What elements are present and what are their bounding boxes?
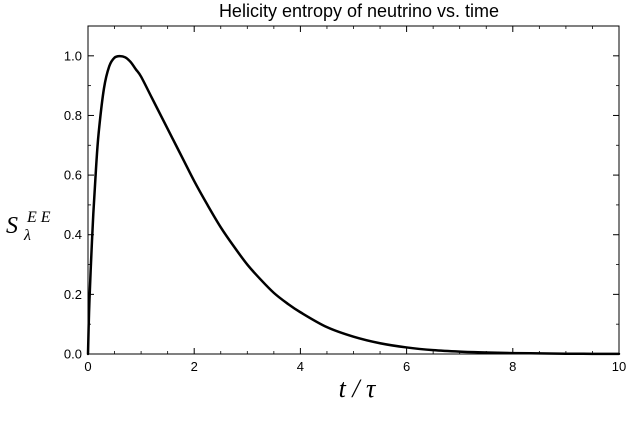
chart-title: Helicity entropy of neutrino vs. time xyxy=(219,1,499,21)
y-tick-label: 0.6 xyxy=(64,168,82,183)
x-tick-label: 0 xyxy=(84,359,91,374)
x-tick-label: 10 xyxy=(612,359,626,374)
x-tick-label: 2 xyxy=(191,359,198,374)
y-axis-label-base: S xyxy=(6,213,18,239)
y-tick-label: 1.0 xyxy=(64,48,82,63)
x-tick-label: 4 xyxy=(297,359,304,374)
y-axis-ticks: 0.0 0.2 0.4 0.6 0.8 1.0 xyxy=(64,48,619,362)
y-tick-label: 0.0 xyxy=(64,347,82,362)
y-axis-label-subscript: λ xyxy=(23,227,31,244)
y-tick-label: 0.4 xyxy=(64,227,82,242)
y-tick-label: 0.8 xyxy=(64,108,82,123)
x-tick-label: 6 xyxy=(403,359,410,374)
helicity-entropy-curve xyxy=(86,54,621,356)
plot-frame xyxy=(87,25,620,355)
x-axis-label: t / τ xyxy=(339,374,377,403)
y-axis-label: S λ E E xyxy=(6,209,51,246)
x-tick-label: 8 xyxy=(509,359,516,374)
y-tick-label: 0.2 xyxy=(64,287,82,302)
y-axis-label-superscript: E E xyxy=(26,209,51,226)
x-axis-ticks: 0 2 4 6 8 10 xyxy=(84,26,626,374)
